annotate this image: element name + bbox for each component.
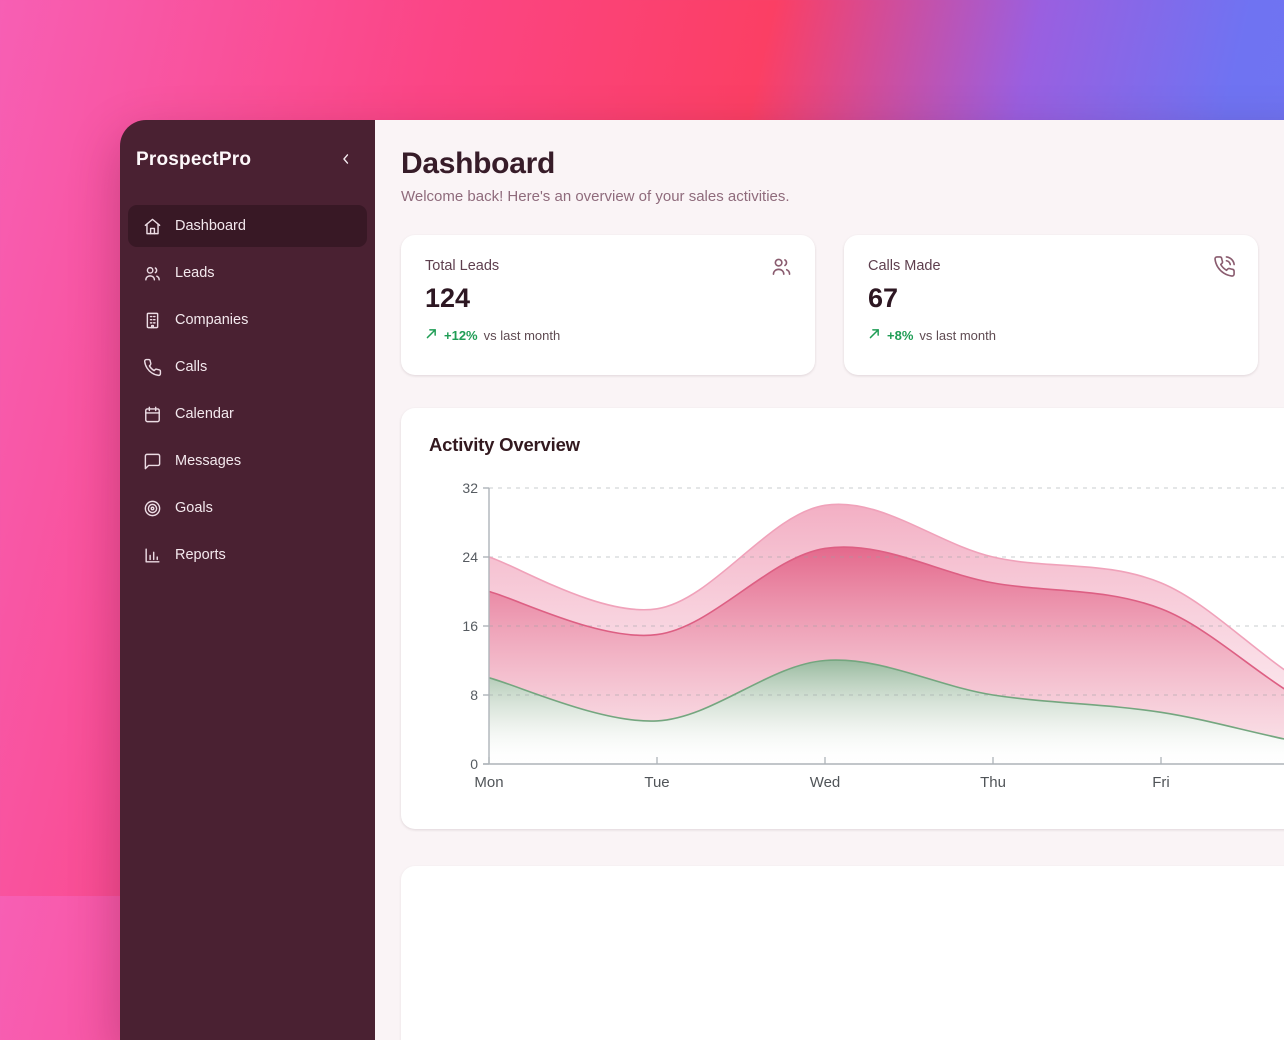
app-window: ProspectPro Dashboard Leads bbox=[120, 120, 1284, 1040]
sidebar-item-label: Reports bbox=[175, 547, 226, 563]
chevron-left-icon bbox=[339, 152, 353, 169]
sidebar-item-label: Goals bbox=[175, 500, 213, 516]
sidebar-item-companies[interactable]: Companies bbox=[128, 299, 367, 341]
users-icon bbox=[770, 255, 793, 283]
activity-overview-card: Activity Overview 0 8 16 24 32 Mon Tue Wed Thu Fr… bbox=[401, 408, 1284, 829]
sidebar-nav: Dashboard Leads Companies Calls bbox=[128, 205, 367, 576]
sidebar-item-leads[interactable]: Leads bbox=[128, 252, 367, 294]
sidebar-item-messages[interactable]: Messages bbox=[128, 440, 367, 482]
building-icon bbox=[143, 311, 162, 330]
sidebar-item-label: Calls bbox=[175, 359, 208, 375]
svg-text:16: 16 bbox=[462, 618, 478, 634]
stat-label: Total Leads bbox=[425, 258, 500, 274]
home-icon bbox=[143, 217, 162, 236]
svg-text:Thu: Thu bbox=[980, 774, 1006, 791]
sidebar-item-label: Companies bbox=[175, 312, 249, 328]
stat-value: 124 bbox=[425, 283, 471, 313]
sidebar-item-reports[interactable]: Reports bbox=[128, 534, 367, 576]
svg-text:Wed: Wed bbox=[810, 774, 841, 791]
target-icon bbox=[143, 499, 162, 518]
stat-trend: +8% vs last month bbox=[868, 327, 1234, 343]
users-icon bbox=[143, 264, 162, 283]
sidebar-item-label: Calendar bbox=[175, 406, 234, 422]
trend-up-arrow-icon bbox=[868, 327, 881, 343]
sidebar-item-goals[interactable]: Goals bbox=[128, 487, 367, 529]
svg-text:8: 8 bbox=[470, 687, 478, 703]
sidebar-item-label: Messages bbox=[175, 453, 242, 469]
stat-value: 67 bbox=[868, 283, 899, 313]
sidebar-item-label: Dashboard bbox=[175, 218, 246, 234]
phone-icon bbox=[143, 358, 162, 377]
svg-text:32: 32 bbox=[462, 480, 478, 496]
trend-note: vs last month bbox=[919, 327, 996, 343]
app-name: ProspectPro bbox=[136, 149, 252, 170]
sidebar-item-label: Leads bbox=[175, 265, 215, 281]
trend-note: vs last month bbox=[483, 327, 561, 343]
calendar-icon bbox=[143, 405, 162, 424]
stat-trend: +12% vs last month bbox=[425, 327, 791, 343]
sidebar-header: ProspectPro bbox=[136, 147, 359, 173]
svg-text:24: 24 bbox=[462, 549, 478, 565]
trend-percent: +12% bbox=[444, 327, 478, 343]
chart-title: Activity Overview bbox=[429, 434, 580, 455]
bar-chart-icon bbox=[143, 546, 162, 565]
svg-text:Fri: Fri bbox=[1152, 774, 1170, 791]
svg-text:0: 0 bbox=[470, 756, 478, 772]
page-subtitle: Welcome back! Here's an overview of your… bbox=[401, 188, 790, 205]
phone-call-icon bbox=[1213, 255, 1236, 283]
stacked-area-chart: 08162432MonTueWedThuFriSatSun bbox=[429, 466, 1284, 811]
svg-text:Tue: Tue bbox=[644, 774, 669, 791]
stats-row: Total Leads 124 +12% vs last month Calls… bbox=[401, 235, 1284, 375]
trend-percent: +8% bbox=[887, 327, 914, 343]
sidebar-collapse-button[interactable] bbox=[333, 147, 359, 173]
page-title: Dashboard bbox=[401, 147, 555, 180]
main-content: Dashboard Welcome back! Here's an overvi… bbox=[375, 120, 1284, 1040]
svg-text:Mon: Mon bbox=[474, 774, 503, 791]
stat-card-total-leads: Total Leads 124 +12% vs last month bbox=[401, 235, 815, 375]
message-square-icon bbox=[143, 452, 162, 471]
sidebar-item-calls[interactable]: Calls bbox=[128, 346, 367, 388]
trend-up-arrow-icon bbox=[425, 327, 438, 343]
sidebar: ProspectPro Dashboard Leads bbox=[120, 120, 375, 1040]
sidebar-item-dashboard[interactable]: Dashboard bbox=[128, 205, 367, 247]
stat-card-calls-made: Calls Made 67 +8% vs last month bbox=[844, 235, 1258, 375]
sidebar-item-calendar[interactable]: Calendar bbox=[128, 393, 367, 435]
stat-label: Calls Made bbox=[868, 258, 941, 274]
partial-card-below bbox=[401, 866, 1284, 1040]
